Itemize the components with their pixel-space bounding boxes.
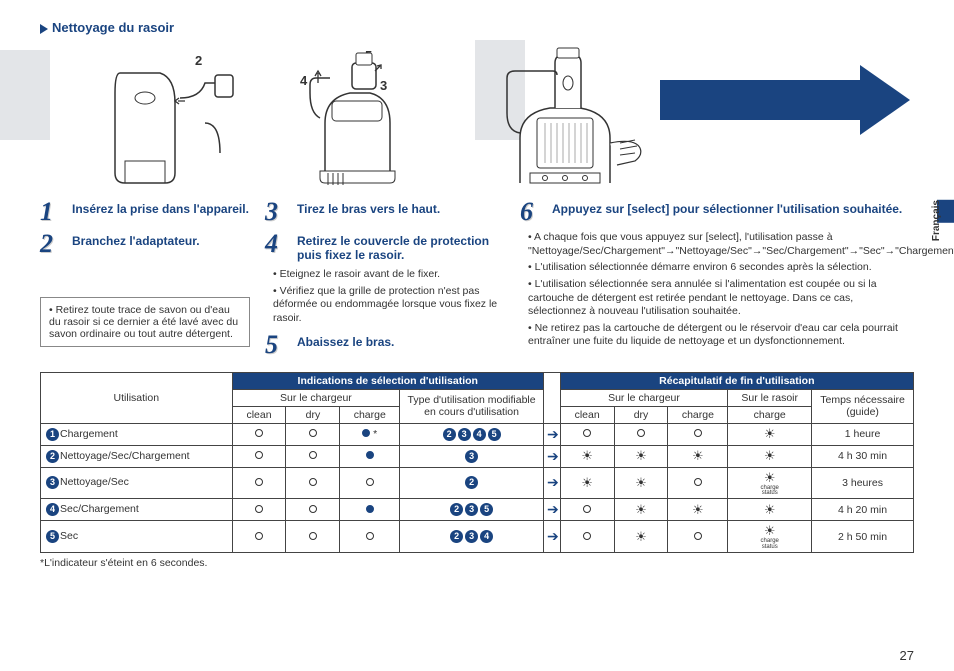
table-row: 4Sec/Chargement235➔☀☀☀4 h 20 min xyxy=(41,499,914,521)
col3-bullets: A chaque fois que vous appuyez sur [sele… xyxy=(520,231,910,349)
language-label: Français xyxy=(931,200,942,241)
page-number: 27 xyxy=(900,648,914,663)
note-box: Retirez toute trace de savon ou d'eau du… xyxy=(40,297,250,347)
step-4: 4 Retirez le couvercle de protection pui… xyxy=(265,231,505,262)
illustration-row: 1 2 4 5 3 xyxy=(40,43,914,193)
section-title: Nettoyage du rasoir xyxy=(40,20,914,35)
step-5: 5 Abaissez le bras. xyxy=(265,332,505,358)
illustration-3 xyxy=(475,43,655,188)
table-row: 5Sec234➔☀☀chargestatus2 h 50 min xyxy=(41,521,914,553)
triangle-icon xyxy=(40,24,48,34)
step-3: 3 Tirez le bras vers le haut. xyxy=(265,199,505,225)
step-2: 2 Branchez l'adaptateur. xyxy=(40,231,250,257)
table-row: 3Nettoyage/Sec2➔☀☀☀chargestatus3 heures xyxy=(41,467,914,499)
footnote: *L'indicateur s'éteint en 6 secondes. xyxy=(40,557,914,569)
step-1: 1 Insérez la prise dans l'appareil. xyxy=(40,199,250,225)
col2-bullets: Eteignez le rasoir avant de le fixer. Vé… xyxy=(265,268,505,326)
usage-table: Utilisation Indications de sélection d'u… xyxy=(40,372,914,554)
table-row: 2Nettoyage/Sec/Chargement3➔☀☀☀☀4 h 30 mi… xyxy=(41,445,914,467)
illustration-1 xyxy=(70,43,240,188)
table-row: 1Chargement *2345➔☀1 heure xyxy=(41,423,914,445)
illustration-2 xyxy=(280,43,440,188)
step-6: 6 Appuyez sur [select] pour sélectionner… xyxy=(520,199,910,225)
